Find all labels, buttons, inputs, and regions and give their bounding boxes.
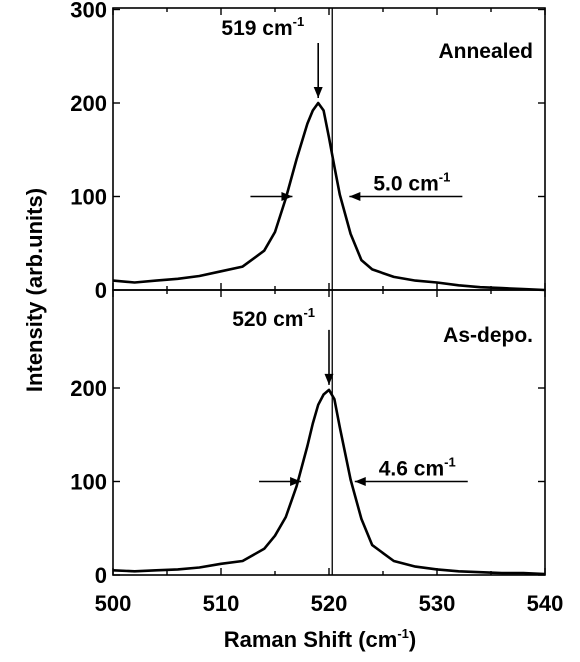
y-tick-label: 200 xyxy=(70,376,107,401)
y-tick-label: 100 xyxy=(70,185,107,210)
arrow-head xyxy=(290,477,302,486)
fwhm-left-arrow xyxy=(250,192,293,201)
panel-label-annealed: Annealed xyxy=(438,40,533,63)
fwhm-label: 4.6 cm-1 xyxy=(379,455,456,481)
x-tick-label: 530 xyxy=(419,591,456,616)
panel-annealed: 0 100 200 300 xyxy=(70,0,546,303)
peak-arrow xyxy=(324,329,334,385)
arrow-head xyxy=(354,477,366,486)
plot-panels: 0 100 200 300 0 100 200 xyxy=(70,0,546,588)
x-tick-label: 510 xyxy=(203,591,240,616)
panel-as-depo: 0 100 200 xyxy=(70,289,546,588)
peak-label: 520 cm-1 xyxy=(232,305,315,331)
fwhm-label: 5.0 cm-1 xyxy=(373,170,450,196)
fwhm-right-arrow xyxy=(349,192,463,201)
peak-arrow xyxy=(313,43,323,98)
series-line-0 xyxy=(112,101,546,292)
y-tick-label: 300 xyxy=(70,0,107,23)
y-tick-label: 0 xyxy=(95,563,107,588)
fwhm-left-arrow xyxy=(259,477,302,486)
x-tick-label: 520 xyxy=(311,591,348,616)
axes-labels: 500 510 520 530 540 Raman Shift (cm-1) Intensi… xyxy=(22,188,563,652)
arrow-head xyxy=(281,192,293,201)
arrow-head xyxy=(349,192,361,201)
arrow-head xyxy=(313,87,323,98)
y-tick-label: 200 xyxy=(70,91,107,116)
series-line-0 xyxy=(112,388,546,576)
fwhm-right-arrow xyxy=(354,477,468,486)
annotations: Annealed 519 cm-1 5.0 cm-1 As-depo. 520 cm-1… xyxy=(221,14,533,486)
panel-label-as-depo: As-depo. xyxy=(443,324,533,347)
x-tick-label: 540 xyxy=(527,591,564,616)
x-tick-label: 500 xyxy=(95,591,132,616)
y-axis-title: Intensity (arb.units) xyxy=(22,188,47,392)
y-tick-label: 100 xyxy=(70,470,107,495)
y-tick-label: 0 xyxy=(95,278,107,303)
peak-label: 519 cm-1 xyxy=(221,14,304,40)
x-axis-title: Raman Shift (cm-1) xyxy=(224,626,416,652)
arrow-head xyxy=(324,373,334,385)
